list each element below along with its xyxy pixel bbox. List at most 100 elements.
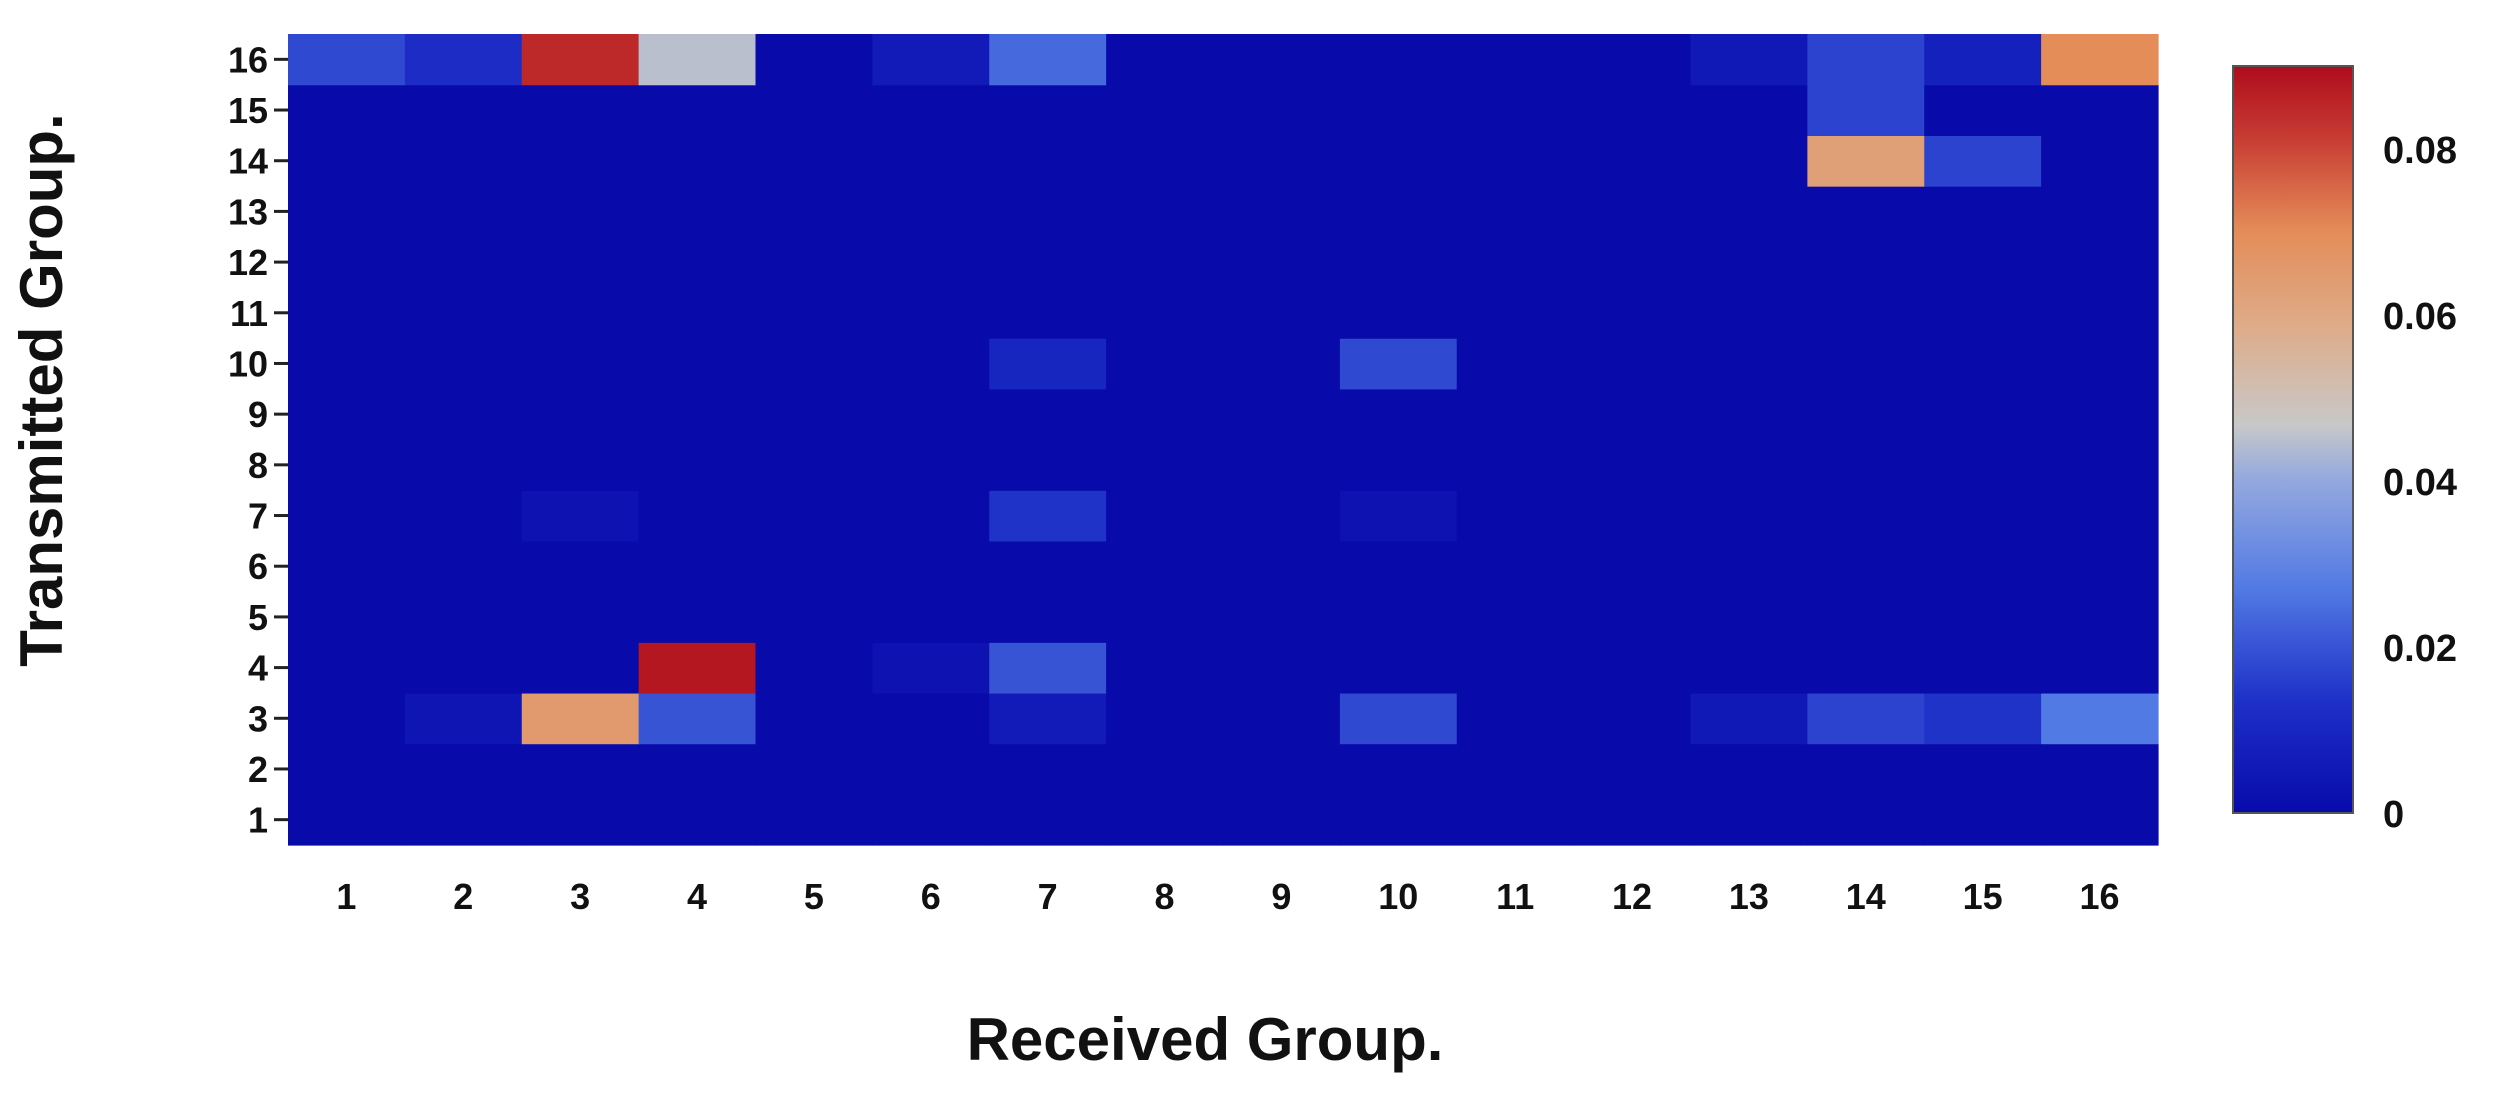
heatmap-cell <box>1339 186 1458 238</box>
heatmap-cell <box>288 287 406 339</box>
x-tick-label: 2 <box>453 876 473 917</box>
y-tick-label: 2 <box>248 749 268 790</box>
heatmap-cell <box>989 692 1107 745</box>
heatmap-cell <box>1456 287 1575 339</box>
heatmap-cell <box>288 236 406 289</box>
heatmap-cell <box>1807 287 1925 339</box>
heatmap-cell <box>1339 490 1458 542</box>
heatmap-cell <box>989 135 1107 187</box>
heatmap-cell <box>1223 642 1341 694</box>
heatmap-cell <box>872 338 990 390</box>
heatmap-cell <box>872 84 990 136</box>
heatmap-cell <box>872 743 990 795</box>
heatmap-cell <box>521 34 640 86</box>
heatmap-cell <box>1339 692 1458 745</box>
heatmap-cell <box>638 388 757 441</box>
heatmap-cell <box>404 388 523 441</box>
heatmap-cell <box>638 794 757 846</box>
heatmap-cell <box>1339 743 1458 795</box>
heatmap-cell <box>1339 794 1458 846</box>
heatmap-cell <box>521 84 640 136</box>
colorbar-tick-label: 0 <box>2383 794 2404 836</box>
heatmap-cell <box>1807 439 1925 491</box>
heatmap-cell <box>1924 794 2042 846</box>
y-tick-label: 16 <box>228 39 268 80</box>
x-tick-label: 13 <box>1729 876 1769 917</box>
heatmap-cell <box>1456 34 1575 86</box>
heatmap-cell <box>989 338 1107 390</box>
heatmap-cell <box>2041 186 2159 238</box>
heatmap-cell <box>1106 743 1224 795</box>
heatmap-cell <box>288 186 406 238</box>
colorbar-tick-label: 0.06 <box>2383 296 2457 338</box>
heatmap-cell <box>989 287 1107 339</box>
y-tick-label: 8 <box>248 445 268 486</box>
heatmap-cell <box>1106 692 1224 745</box>
x-tick-label: 9 <box>1271 876 1291 917</box>
y-tick-label: 4 <box>248 648 268 689</box>
heatmap-cell <box>2041 135 2159 187</box>
colorbar-tick-label: 0.08 <box>2383 130 2457 172</box>
heatmap-cell <box>2041 642 2159 694</box>
heatmap-cell <box>755 743 873 795</box>
heatmap-cell <box>872 692 990 745</box>
heatmap-cell <box>1456 439 1575 491</box>
heatmap-cell <box>1573 287 1692 339</box>
y-tick-label: 5 <box>248 597 268 638</box>
heatmap-cell <box>872 135 990 187</box>
heatmap-cell <box>989 591 1107 643</box>
heatmap-cell <box>521 490 640 542</box>
heatmap-cell <box>1106 540 1224 593</box>
heatmap-cell <box>1807 186 1925 238</box>
heatmap-cell <box>1339 642 1458 694</box>
heatmap-cell <box>404 692 523 745</box>
heatmap-cell <box>1106 591 1224 643</box>
heatmap-cell <box>1690 84 1808 136</box>
heatmap-cell <box>1106 388 1224 441</box>
heatmap-cell <box>1223 84 1341 136</box>
y-tick-label: 1 <box>248 800 268 841</box>
heatmap-cell <box>872 794 990 846</box>
y-tick-label: 6 <box>248 546 268 587</box>
heatmap-cell <box>404 439 523 491</box>
x-tick-label: 5 <box>804 876 824 917</box>
heatmap-cell <box>755 84 873 136</box>
x-tick-label: 1 <box>336 876 356 917</box>
heatmap-cell <box>288 692 406 745</box>
heatmap-cell <box>1690 135 1808 187</box>
heatmap-cell <box>1573 540 1692 593</box>
heatmap-cell <box>521 135 640 187</box>
heatmap-cell <box>1573 388 1692 441</box>
heatmap-cell <box>638 540 757 593</box>
heatmap-cell <box>1690 388 1808 441</box>
heatmap-cell <box>288 135 406 187</box>
heatmap-cell <box>521 743 640 795</box>
y-tick-label: 11 <box>230 293 268 334</box>
heatmap-cell <box>755 186 873 238</box>
heatmap-cell <box>872 388 990 441</box>
heatmap-cell <box>1924 135 2042 187</box>
heatmap-cell <box>1223 236 1341 289</box>
heatmap-cell <box>1456 135 1575 187</box>
heatmap-cell <box>1807 388 1925 441</box>
colorbar <box>2232 65 2354 814</box>
heatmap-cell <box>521 338 640 390</box>
heatmap-cell <box>2041 388 2159 441</box>
heatmap-cell <box>755 692 873 745</box>
heatmap-cell <box>2041 692 2159 745</box>
heatmap-cell <box>1573 490 1692 542</box>
heatmap-cell <box>1690 287 1808 339</box>
heatmap-cell <box>1573 236 1692 289</box>
heatmap-cell <box>989 743 1107 795</box>
heatmap-cell <box>755 287 873 339</box>
heatmap-cell <box>1223 591 1341 643</box>
heatmap-cell <box>1456 236 1575 289</box>
heatmap-cell <box>1223 692 1341 745</box>
y-tick-label: 9 <box>248 394 268 435</box>
heatmap-cell <box>638 591 757 643</box>
heatmap-cell <box>1223 34 1341 86</box>
x-tick-label: 16 <box>2080 876 2120 917</box>
heatmap-cell <box>1924 236 2042 289</box>
heatmap-cell <box>404 84 523 136</box>
heatmap-cell <box>1223 287 1341 339</box>
